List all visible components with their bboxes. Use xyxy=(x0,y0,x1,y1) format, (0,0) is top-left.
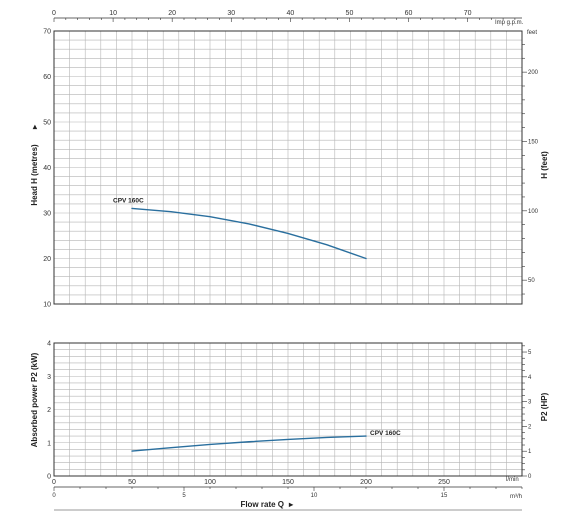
imp-gpm-tick-label: 30 xyxy=(227,10,235,17)
head-panel-frame xyxy=(53,30,523,305)
hp-tick-label: 2 xyxy=(528,424,532,430)
imp-gpm-tick-label: 10 xyxy=(109,10,117,17)
hp-tick-label: 0 xyxy=(528,474,532,480)
head-tick-label: 50 xyxy=(43,120,51,127)
imp-gpm-tick-label: 60 xyxy=(405,10,413,17)
power-tick-label: 1 xyxy=(47,440,51,447)
flow-axis-title: Flow rate Q xyxy=(240,500,284,509)
feet-tick-label: 100 xyxy=(528,209,539,215)
head-tick-label: 70 xyxy=(43,29,51,36)
power-tick-label: 2 xyxy=(47,407,51,414)
power-tick-label: 4 xyxy=(47,341,51,348)
m3h-tick-label: 5 xyxy=(182,493,186,499)
imp-gpm-tick-label: 40 xyxy=(286,10,294,17)
feet-axis-title: H (feet) xyxy=(540,151,549,179)
lmin-tick-label: 250 xyxy=(438,479,450,486)
feet-unit-label: feet xyxy=(527,30,537,36)
lmin-tick-label: 0 xyxy=(52,479,56,486)
head-curve-line xyxy=(131,207,367,260)
power-axis-title: Absorbed power P2 (kW) xyxy=(30,352,39,447)
hp-tick-label: 3 xyxy=(528,400,532,406)
lmin-tick-label: 50 xyxy=(128,479,136,486)
head-axis-arrow: ▸ xyxy=(30,124,39,130)
head-tick-label: 10 xyxy=(43,302,51,309)
hp-axis-title: P2 (HP) xyxy=(540,392,549,421)
lmin-tick-label: 200 xyxy=(360,479,372,486)
head-tick-label: 60 xyxy=(43,74,51,81)
power-panel-frame xyxy=(53,342,523,477)
lmin-tick-label: 150 xyxy=(282,479,294,486)
feet-tick-label: 200 xyxy=(528,70,539,76)
head-axis-title: Head H (metres) xyxy=(30,144,39,206)
text-layer: 0 10 20 30 40 50 60 701020304050607050100150200… xyxy=(43,10,538,499)
power-curve-label: CPV 160C xyxy=(370,430,401,437)
m3h-tick-label: 15 xyxy=(441,493,448,499)
lmin-unit-label: l/min xyxy=(506,477,519,483)
m3h-unit-label: m³/h xyxy=(510,494,522,500)
imp-gpm-tick-label: 20 xyxy=(168,10,176,17)
imp-gpm-tick-label: 50 xyxy=(346,10,354,17)
power-curve-line xyxy=(131,435,367,452)
head-tick-label: 20 xyxy=(43,256,51,263)
m3h-tick-label: 0 xyxy=(52,493,56,499)
hp-tick-label: 1 xyxy=(528,449,532,455)
feet-tick-label: 150 xyxy=(528,139,539,145)
grid-layer xyxy=(53,30,523,477)
hp-tick-label: 5 xyxy=(528,350,532,356)
head-curve-label: CPV 160C xyxy=(113,197,144,204)
flow-axis-arrow: ▸ xyxy=(288,500,294,509)
power-tick-label: 0 xyxy=(47,474,51,481)
feet-tick-label: 50 xyxy=(528,278,535,284)
m3h-tick-label: 10 xyxy=(311,493,318,499)
hp-tick-label: 4 xyxy=(528,375,532,381)
curves-layer xyxy=(131,207,367,452)
imp-gpm-tick-label: 0 xyxy=(52,10,56,17)
power-tick-label: 3 xyxy=(47,374,51,381)
axes-layer xyxy=(53,17,527,511)
head-tick-label: 30 xyxy=(43,211,51,218)
imp-gpm-unit-label: Imp g.p.m. xyxy=(495,20,524,26)
imp-gpm-tick-label: 70 xyxy=(464,10,472,17)
head-tick-label: 40 xyxy=(43,165,51,172)
lmin-tick-label: 100 xyxy=(204,479,216,486)
